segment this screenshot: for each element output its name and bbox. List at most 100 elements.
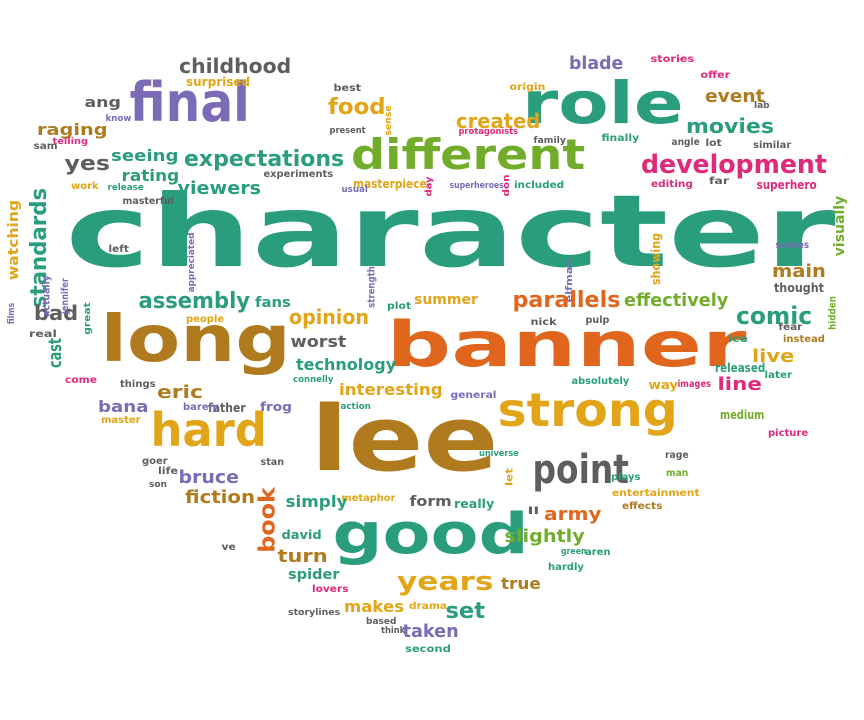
word-bad: bad	[33, 301, 79, 325]
word-final: final	[129, 71, 250, 134]
word-watching: watching	[6, 199, 23, 281]
word-food: food	[327, 95, 386, 120]
word-ll: ll	[527, 506, 539, 517]
word-childhood: childhood	[179, 54, 292, 78]
word-master: master	[101, 415, 141, 426]
word-best: best	[333, 83, 361, 94]
word-second: second	[405, 644, 451, 655]
word-years: years	[396, 567, 494, 597]
word-hidden: hidden	[826, 296, 838, 330]
word-fear: fear	[778, 322, 802, 333]
word-lab: lab	[754, 100, 770, 111]
word-stories: stories	[650, 54, 694, 65]
word-left: left	[107, 244, 129, 255]
word-barely: barely	[183, 402, 219, 413]
word-ve: ve	[220, 542, 236, 553]
word-present: present	[329, 125, 366, 136]
word-effectively: effectively	[624, 290, 729, 311]
word-plays: plays	[611, 472, 641, 483]
word-parallels: parallels	[512, 288, 620, 313]
word-point: point	[532, 447, 629, 493]
word-sam: sam	[33, 141, 58, 152]
word-comic: comic	[736, 302, 813, 330]
word-don: don	[501, 173, 512, 197]
word-bruce: bruce	[177, 467, 239, 488]
word-banner: banner	[386, 308, 747, 381]
word-similar: similar	[753, 140, 792, 151]
word-event: event	[705, 86, 765, 107]
word-release: release	[107, 182, 144, 193]
word-people: people	[186, 314, 225, 325]
word-later: later	[764, 370, 792, 381]
word-blade: blade	[569, 53, 624, 74]
word-viewers: viewers	[177, 178, 261, 199]
word-development: development	[640, 150, 827, 180]
word-long: long	[99, 303, 291, 377]
word-storylines: storylines	[287, 607, 341, 618]
word-spider: spider	[288, 567, 340, 583]
word-appreciated: appreciated	[186, 232, 197, 292]
word-origin: origin	[509, 82, 545, 93]
word-really: really	[453, 497, 495, 511]
word-far: far	[708, 176, 730, 187]
word-experiments: experiments	[262, 169, 333, 180]
word-raging: raging	[36, 120, 108, 139]
word-expectations: expectations	[184, 147, 345, 172]
word-general: general	[449, 390, 496, 401]
word-goer: goer	[142, 456, 168, 467]
word-technology: technology	[296, 355, 397, 374]
word-real: real	[29, 329, 57, 340]
word-lee: lee	[309, 387, 498, 492]
word-simply: simply	[284, 492, 348, 511]
word-connelly: connelly	[293, 374, 334, 385]
word-taken: taken	[402, 621, 459, 642]
word-man: man	[666, 468, 689, 479]
word-son: son	[149, 479, 167, 490]
word-aren: aren	[585, 547, 611, 558]
word-actually: actually	[40, 275, 52, 317]
word-fiction: fiction	[184, 487, 255, 508]
word-plot: plot	[386, 301, 412, 312]
word-strong: strong	[496, 383, 678, 437]
word-rating: rating	[120, 166, 179, 185]
word-summer: summer	[414, 292, 478, 308]
word-opinion: opinion	[289, 305, 369, 329]
word-form: form	[408, 494, 452, 510]
word-included: included	[513, 180, 565, 191]
word-released: released	[715, 361, 766, 375]
word-protagonists: protagonists	[457, 126, 518, 137]
word-character: character	[64, 173, 836, 290]
word-makes: makes	[344, 597, 405, 616]
word-eric: eric	[156, 382, 203, 403]
word-frog: frog	[259, 400, 292, 414]
word-elfman: elfman	[564, 258, 575, 302]
word-offer: offer	[700, 70, 730, 81]
word-angle: angle	[671, 137, 700, 148]
word-green: green	[560, 546, 587, 557]
word-sense: sense	[383, 104, 394, 136]
word-army: army	[544, 504, 602, 525]
word-book: book	[254, 487, 280, 553]
word-family: family	[532, 135, 566, 146]
word-line: line	[716, 374, 762, 395]
word-drama: drama	[408, 601, 448, 612]
word-rage: rage	[664, 450, 689, 461]
word-good: good	[332, 502, 529, 567]
word-picture: picture	[768, 428, 809, 439]
word-lot: lot	[704, 138, 722, 149]
word-come: come	[64, 375, 98, 386]
word-nick: nick	[529, 317, 557, 328]
word-superhero: superhero	[755, 178, 817, 192]
word-main: main	[772, 261, 826, 282]
word-showing: showing	[649, 232, 664, 286]
word-visually: visually	[832, 195, 849, 257]
word-slightly: slightly	[503, 526, 585, 547]
word-work: work	[71, 181, 99, 192]
word-lovers: lovers	[311, 584, 349, 595]
word-think: think	[381, 625, 406, 636]
word-scenes: scenes	[774, 240, 809, 251]
word-universe: universe	[478, 448, 519, 459]
word-editing: editing	[651, 179, 693, 190]
word-ang: ang	[83, 95, 121, 111]
